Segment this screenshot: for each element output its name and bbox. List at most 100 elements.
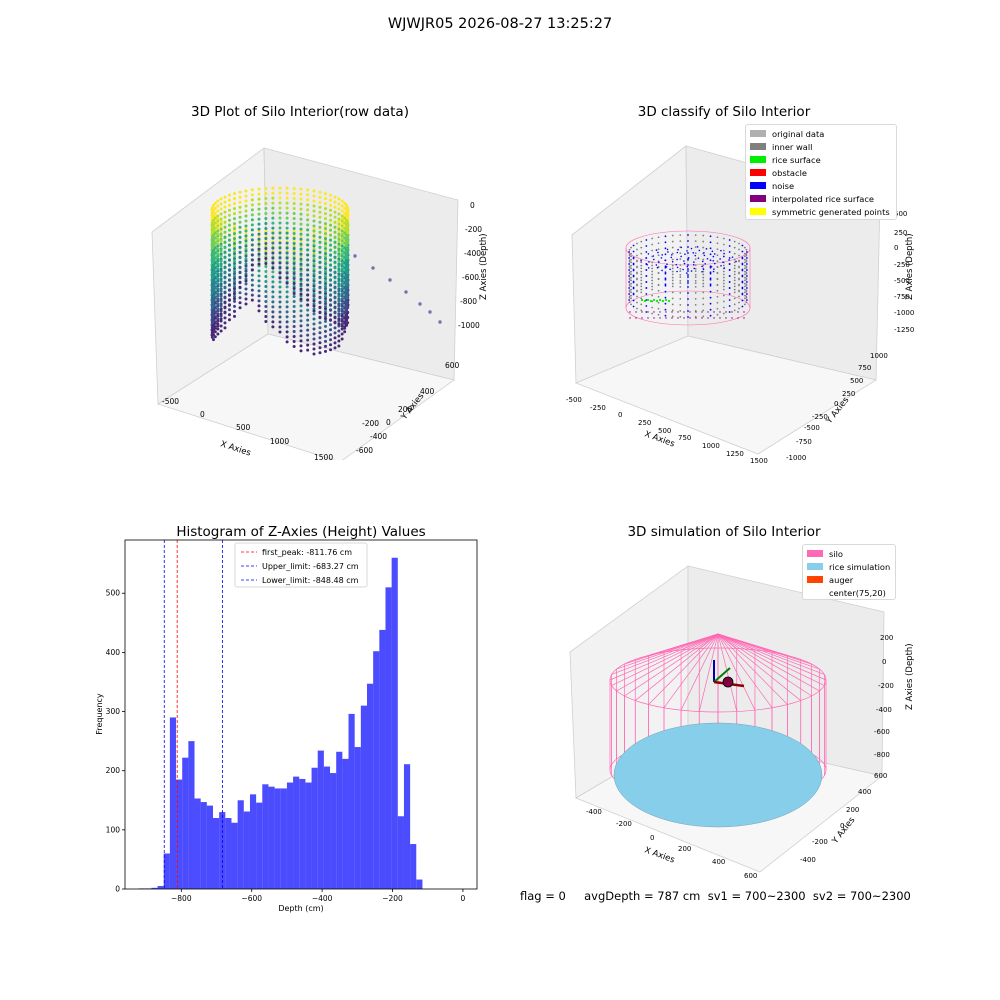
raw-point (324, 329, 328, 333)
raw-point (312, 269, 316, 273)
raw-point (264, 275, 268, 279)
classify-point (694, 264, 697, 267)
raw-point (213, 306, 217, 310)
classify-point (728, 311, 731, 313)
raw-point (216, 269, 220, 273)
classify-point (658, 261, 660, 264)
raw-point (232, 212, 236, 216)
raw-point (333, 215, 337, 219)
raw-point (345, 248, 349, 252)
raw-point (299, 212, 303, 216)
classify-point (746, 275, 748, 277)
raw-point (299, 192, 303, 196)
raw-point (312, 239, 316, 243)
classify-point (687, 270, 689, 272)
classify-legend-item: rice surface (750, 153, 896, 166)
classify-point (709, 241, 712, 244)
raw-point (216, 199, 220, 203)
raw-plot-title: 3D Plot of Silo Interior(row data) (191, 104, 409, 120)
raw-point (340, 242, 344, 246)
classify-point (733, 258, 736, 261)
classify-point (628, 293, 630, 295)
raw-point (227, 193, 231, 197)
raw-point (216, 224, 220, 228)
classify-point (676, 258, 678, 261)
raw-point (232, 197, 236, 201)
classify-legend-swatch (750, 156, 766, 163)
classify-point (679, 252, 682, 255)
raw-point (340, 244, 344, 248)
raw-point (346, 286, 350, 290)
raw-point (324, 244, 328, 248)
silo-roof-wire (680, 633, 719, 651)
classify-point (671, 270, 674, 273)
classify-point (702, 315, 705, 318)
classify-point (709, 283, 712, 286)
classify-point (710, 265, 713, 268)
classify-point (728, 239, 731, 241)
figure-title: WJWJR05 2026-08-27 13:25:27 (387, 16, 613, 32)
raw-point (329, 218, 333, 222)
classify-point (694, 254, 697, 257)
raw-point (345, 208, 349, 212)
classify-point (655, 264, 658, 266)
classify-xtick: 500 (658, 427, 671, 435)
raw-point (343, 246, 347, 250)
raw-x-ticks: -500 0 500 1000 1500 (162, 397, 333, 460)
raw-point (211, 238, 215, 242)
raw-point (227, 318, 231, 322)
raw-point (345, 228, 349, 232)
raw-point (223, 300, 227, 304)
classify-point (694, 258, 697, 261)
raw-point (306, 298, 310, 302)
raw-point (299, 187, 303, 191)
raw-point (324, 282, 328, 286)
raw-point (271, 231, 275, 235)
silo-roof-wire (611, 633, 719, 686)
raw-point (306, 338, 310, 342)
raw-point (271, 191, 275, 195)
raw-point (219, 297, 223, 301)
classify-point (694, 252, 697, 255)
raw-ztick: -400 (464, 249, 481, 258)
raw-point (324, 227, 328, 231)
raw-point (345, 213, 349, 217)
raw-point (211, 318, 215, 322)
simulation-xtick: 400 (712, 858, 725, 866)
raw-point (271, 290, 275, 294)
raw-point (278, 206, 282, 210)
raw-point (250, 258, 254, 262)
classify-point (636, 254, 638, 257)
raw-point (216, 204, 220, 208)
classify-point (722, 264, 725, 267)
raw-point (340, 232, 344, 236)
raw-ytick: -400 (370, 432, 387, 441)
classify-point (645, 293, 648, 295)
raw-point (210, 206, 214, 210)
classify-point (743, 258, 746, 261)
classify-point (659, 311, 661, 313)
raw-point (340, 219, 344, 223)
classify-point (640, 259, 642, 262)
classify-point (636, 248, 638, 251)
raw-point (285, 290, 289, 294)
histogram-title: Histogram of Z-Axies (Height) Values (176, 524, 426, 540)
raw-point (329, 238, 333, 242)
raw-point (340, 282, 344, 286)
raw-point (211, 288, 215, 292)
classify-point (722, 276, 725, 279)
classify-point (640, 279, 643, 282)
raw-point (318, 270, 322, 274)
histogram-ytick-label: 0 (115, 885, 120, 894)
histogram-bar (268, 786, 275, 889)
simulation-legend-swatch (807, 576, 823, 583)
raw-point (345, 323, 349, 327)
raw-point (343, 286, 347, 290)
raw-point (324, 242, 328, 246)
raw-point (271, 256, 275, 260)
classify-point (738, 266, 740, 269)
raw-point (264, 270, 268, 274)
raw-point (216, 294, 220, 298)
raw-point (232, 299, 236, 303)
raw-point (318, 351, 322, 355)
